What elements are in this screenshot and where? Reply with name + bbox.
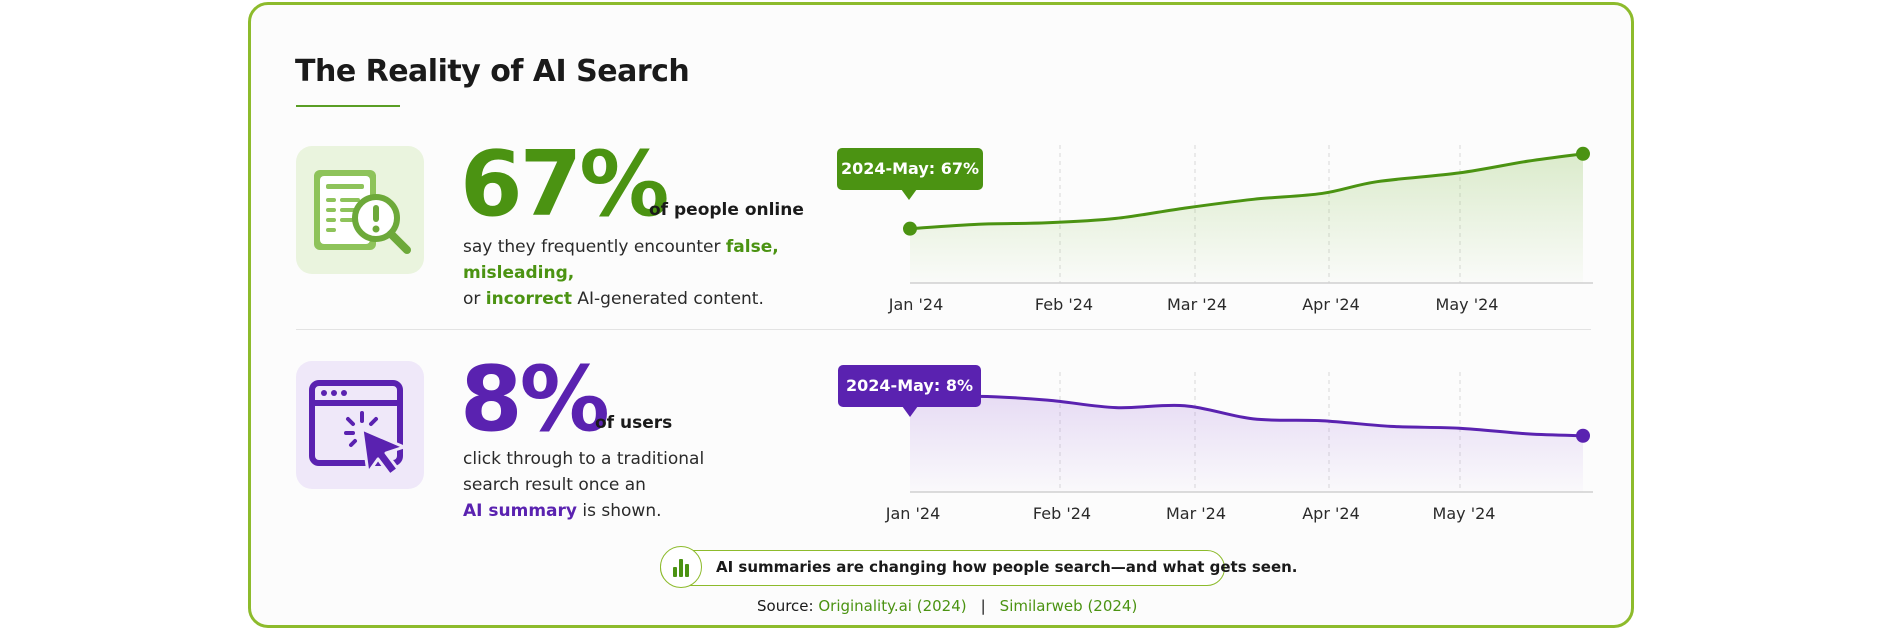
source-line: Source: Originality.ai (2024) | Similarweb…: [757, 597, 1137, 615]
source-separator: |: [980, 597, 986, 615]
stat1-desc-text: say they frequently encounter: [463, 237, 726, 257]
title-underline: [296, 105, 400, 107]
chart-2-callout: 2024-May: 8%: [838, 365, 981, 417]
chart-1-area: [910, 153, 1583, 283]
stat1-icon-tile: [296, 146, 424, 274]
chart-2-tick-label: May '24: [1433, 504, 1496, 523]
source-link-originality[interactable]: Originality.ai (2024): [818, 597, 967, 615]
chart-2-area: [910, 396, 1583, 492]
chart-1-point-end: [1576, 146, 1590, 161]
stat2-desc-text-2: is shown.: [577, 501, 662, 521]
browser-cursor-click-icon: [309, 380, 406, 477]
stat2-icon-tile: [296, 361, 424, 489]
stat2-suffix: of users: [595, 413, 673, 433]
chart-1-tick-label: Mar '24: [1167, 295, 1227, 314]
stat1-suffix: of people online: [649, 200, 804, 220]
source-label: Source:: [757, 597, 819, 615]
chart-2-tick-label: Jan '24: [885, 504, 941, 523]
chart-2-series-line: [908, 394, 1585, 438]
stat1-desc-highlight-2: incorrect: [485, 289, 572, 309]
chart-1-series-line: [908, 152, 1585, 231]
source-link-similarweb[interactable]: Similarweb (2024): [999, 597, 1138, 615]
chart-1-point-start: [903, 221, 917, 236]
chart-1-tick-label: Jan '24: [888, 295, 944, 314]
chart-2-tick-label: Mar '24: [1166, 504, 1226, 523]
stat1-value: 67%: [460, 132, 669, 237]
stat1-desc-highlight: false, misleading,: [463, 237, 779, 283]
stat2-value: 8%: [460, 347, 610, 452]
chart-1-tick-label: Apr '24: [1302, 295, 1360, 314]
infographic-card: [248, 2, 1634, 628]
stat2-desc-highlight: AI summary: [463, 501, 577, 521]
stat2-desc-text: click through to a traditional search re…: [463, 449, 705, 495]
page-title: The Reality of AI Search: [295, 54, 690, 89]
stat2-description: click through to a traditional search re…: [463, 446, 763, 524]
chart-2-tick-label: Apr '24: [1302, 504, 1360, 523]
key-takeaway-text: AI summaries are changing how people sea…: [716, 558, 1298, 576]
chart-1-tick-label: Feb '24: [1035, 295, 1093, 314]
stat1-desc-text-2: or: [463, 289, 486, 309]
key-takeaway-icon-badge: [660, 546, 702, 588]
bar-chart-icon: [673, 559, 689, 577]
stat1-desc-text-3: AI-generated content.: [571, 289, 764, 309]
document-magnifier-alert-icon: [314, 170, 411, 254]
chart-1-tick-label: May '24: [1436, 295, 1499, 314]
stat1-description: say they frequently encounter false, mis…: [463, 234, 883, 312]
key-takeaway-pill: [660, 550, 1225, 586]
chart-1-callout: 2024-May: 67%: [837, 148, 983, 200]
section-divider: [296, 329, 1591, 330]
chart-2-point-end: [1576, 428, 1590, 443]
chart-2-tick-label: Feb '24: [1033, 504, 1091, 523]
